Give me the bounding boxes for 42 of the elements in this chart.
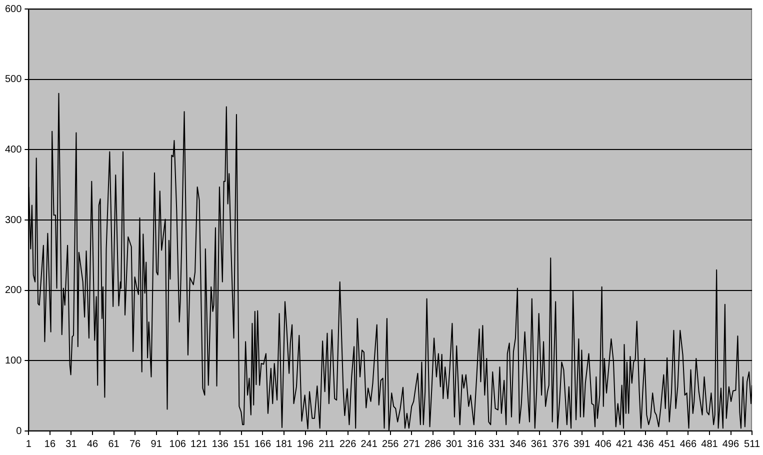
x-tick-label: 241 xyxy=(360,438,378,450)
y-tick-label: 400 xyxy=(4,144,22,156)
x-tick-label: 16 xyxy=(44,438,56,450)
x-tick-label: 181 xyxy=(276,438,293,450)
x-tick-label: 121 xyxy=(190,438,208,450)
x-tick-label: 91 xyxy=(150,438,162,450)
x-tick-label: 106 xyxy=(169,438,186,450)
y-tick-label: 600 xyxy=(4,4,22,15)
x-tick-label: 406 xyxy=(594,438,612,450)
x-tick-label: 1 xyxy=(26,438,32,450)
x-tick-label: 31 xyxy=(66,438,78,450)
x-tick-label: 136 xyxy=(212,438,229,450)
x-tick-label: 61 xyxy=(108,438,120,450)
y-tick-label: 300 xyxy=(4,214,22,226)
x-tick-label: 316 xyxy=(467,438,484,450)
x-tick-label: 361 xyxy=(530,438,548,450)
x-tick-label: 76 xyxy=(129,438,142,450)
x-tick-label: 391 xyxy=(573,438,591,450)
x-tick-label: 436 xyxy=(637,438,654,450)
x-tick-label: 226 xyxy=(339,438,357,450)
y-tick-label: 200 xyxy=(4,285,22,296)
x-tick-label: 256 xyxy=(382,438,400,450)
x-tick-label: 496 xyxy=(722,438,740,450)
x-tick-label: 151 xyxy=(233,438,250,450)
x-tick-label: 481 xyxy=(701,438,718,450)
y-tick-label: 0 xyxy=(16,426,22,437)
x-tick-label: 376 xyxy=(552,438,570,450)
x-tick-label: 451 xyxy=(658,438,676,450)
x-tick-label: 421 xyxy=(616,438,634,450)
x-tick-label: 196 xyxy=(296,438,314,450)
x-tick-label: 301 xyxy=(446,438,463,450)
x-tick-label: 511 xyxy=(744,438,760,450)
x-tick-label: 286 xyxy=(424,438,442,450)
x-tick-label: 211 xyxy=(318,438,335,450)
x-tick-label: 466 xyxy=(680,438,697,450)
x-tick-label: 166 xyxy=(254,438,272,450)
x-tick-label: 271 xyxy=(403,438,420,450)
y-tick-label: 100 xyxy=(4,355,22,366)
y-tick-label: 500 xyxy=(4,74,22,86)
x-tick-label: 46 xyxy=(86,438,99,450)
x-tick-label: 346 xyxy=(510,438,527,450)
x-tick-label: 331 xyxy=(488,438,506,450)
